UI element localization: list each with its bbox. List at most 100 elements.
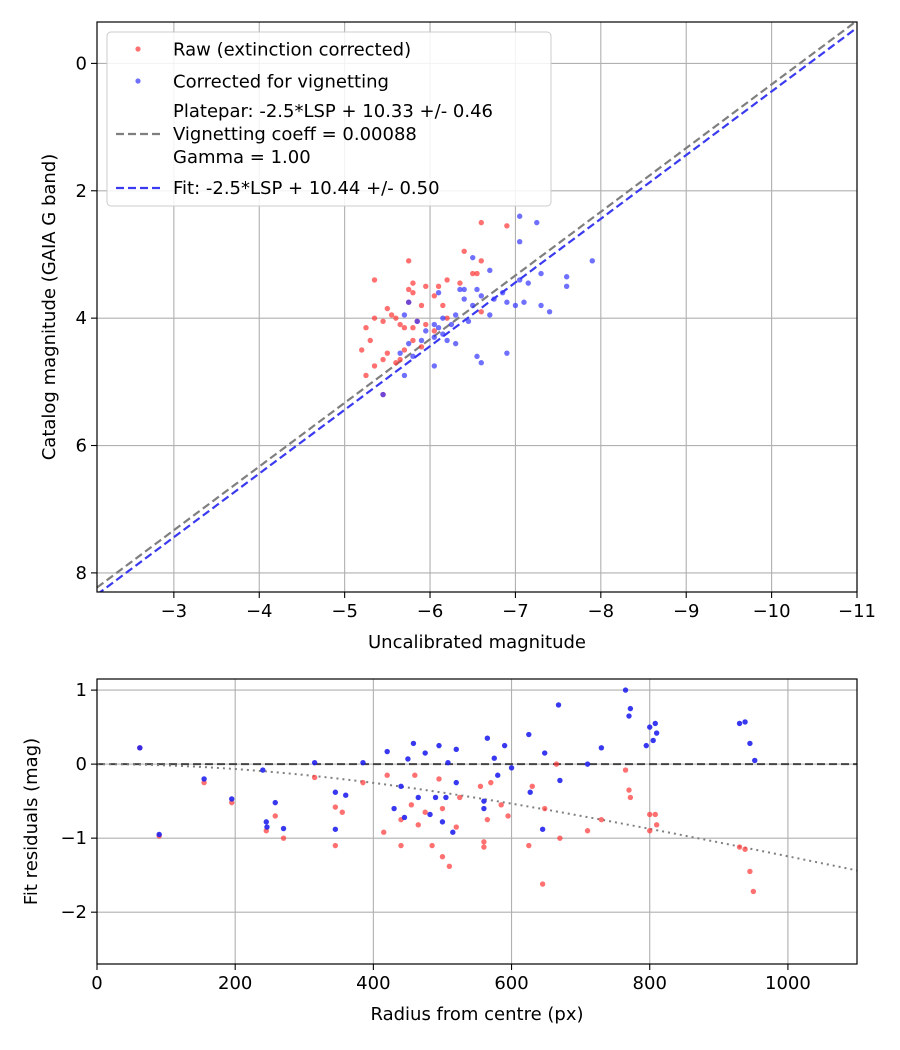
raw-point	[405, 258, 412, 264]
y-tick-label: 8	[76, 563, 87, 584]
raw-point	[470, 270, 476, 277]
corrected-point	[452, 312, 459, 318]
corrected-point	[478, 360, 484, 366]
x-tick-label: −3	[161, 601, 188, 622]
corrected-residual-point	[401, 814, 408, 821]
raw-point	[384, 350, 391, 356]
corrected-residual-point	[453, 779, 459, 786]
corrected-residual-point	[622, 687, 629, 693]
raw-residual-point	[360, 779, 366, 786]
raw-point	[384, 305, 391, 312]
x-tick-label: −5	[331, 601, 358, 622]
corrected-residual-point	[555, 702, 562, 708]
corrected-point	[538, 270, 544, 277]
raw-point	[478, 219, 484, 226]
vignetting-model-curve	[97, 763, 857, 872]
raw-point	[435, 283, 442, 290]
corrected-residual-point	[627, 705, 634, 712]
corrected-residual-point	[229, 796, 235, 802]
raw-residual-point	[398, 842, 404, 849]
raw-point	[371, 315, 378, 321]
raw-residual-point	[332, 842, 339, 849]
raw-point	[444, 315, 450, 321]
y-tick-label: 1	[76, 680, 87, 701]
corrected-point	[457, 286, 463, 293]
corrected-residual-point	[736, 720, 743, 727]
raw-residual-point	[484, 816, 491, 823]
x-tick-label: −7	[502, 601, 529, 622]
corrected-point	[444, 337, 450, 344]
raw-residual-point	[412, 772, 418, 778]
corrected-residual-point	[445, 759, 451, 766]
raw-residual-point	[332, 804, 339, 810]
corrected-residual-point	[652, 720, 658, 727]
residuals-y-axis-label: Fit residuals (mag)	[21, 738, 42, 905]
corrected-residual-point	[201, 776, 207, 782]
corrected-residual-point	[752, 757, 758, 764]
raw-point	[410, 324, 416, 331]
corrected-point	[461, 286, 467, 293]
corrected-residual-point	[450, 829, 456, 835]
raw-point	[423, 283, 429, 290]
raw-point	[401, 347, 408, 353]
raw-point	[431, 328, 438, 334]
corrected-point	[538, 302, 544, 309]
corrected-point	[491, 296, 497, 302]
y-tick-label: −1	[60, 828, 87, 849]
raw-residual-point	[429, 842, 435, 849]
raw-point	[405, 286, 412, 293]
x-tick-label: 200	[218, 973, 252, 994]
corrected-residual-point	[405, 756, 411, 762]
corrected-residual-point	[598, 745, 605, 751]
corrected-point	[405, 299, 412, 305]
corrected-residual-point	[332, 826, 339, 832]
raw-residual-point	[598, 816, 605, 823]
corrected-point	[470, 254, 476, 261]
corrected-residual-point	[643, 742, 649, 749]
raw-residual-point	[481, 839, 487, 845]
raw-point	[380, 356, 386, 363]
residuals-panel: 0 200 400 600 800 1000 1 0 −1 −2 Radius from cen…	[21, 678, 858, 1025]
raw-point	[474, 270, 480, 277]
corrected-residual-point	[391, 805, 397, 812]
raw-residual-point	[439, 805, 446, 812]
corrected-residual-point	[422, 750, 428, 756]
residuals-x-ticks: 0 200 400 600 800 1000	[91, 964, 811, 994]
raw-residual-point	[647, 811, 653, 818]
raw-residual-point	[539, 881, 546, 887]
raw-point	[418, 302, 425, 309]
raw-residual-point	[280, 835, 287, 841]
corrected-point	[487, 267, 493, 274]
corrected-point	[534, 219, 540, 226]
raw-point	[393, 315, 399, 321]
corrected-residual-point	[542, 750, 548, 756]
corrected-residual-point	[343, 792, 349, 798]
magnitude-panel: −3 −4 −5 −6 −7 −8 −9 −10 −11 0 2 4 6 8 Uncalibrated …	[39, 21, 876, 653]
raw-residual-point	[201, 779, 207, 786]
corrected-point	[563, 283, 570, 290]
corrected-point	[516, 239, 523, 245]
raw-point	[440, 302, 446, 309]
corrected-point	[435, 289, 442, 296]
raw-residual-point	[481, 844, 487, 850]
raw-point	[393, 360, 399, 366]
corrected-point	[589, 258, 595, 264]
trend-line-fit	[98, 26, 857, 592]
y-tick-label: 4	[76, 308, 87, 329]
raw-point	[410, 337, 416, 344]
raw-residual-point	[647, 828, 653, 834]
corrected-residual-point	[508, 765, 515, 771]
magnitude-x-ticks: −3 −4 −5 −6 −7 −8 −9 −10 −11	[161, 592, 876, 622]
corrected-point	[401, 312, 408, 318]
raw-residual-point	[311, 774, 318, 781]
corrected-residual-point	[495, 772, 501, 778]
corrected-residual-point	[557, 777, 563, 784]
raw-point	[401, 324, 408, 331]
corrected-residual-point	[360, 759, 366, 766]
corrected-residual-point	[439, 819, 446, 825]
raw-point	[380, 318, 386, 325]
raw-point	[457, 280, 463, 286]
raw-residual-point	[477, 783, 484, 790]
magnitude-plot-frame	[96, 21, 858, 593]
